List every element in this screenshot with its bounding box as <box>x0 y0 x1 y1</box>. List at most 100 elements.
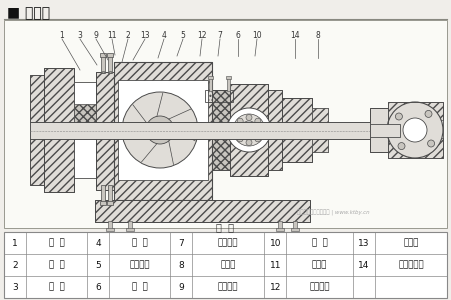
Bar <box>4 20 447 228</box>
Bar <box>30 122 370 139</box>
Text: 7: 7 <box>217 32 222 40</box>
Text: 图  一: 图 一 <box>216 222 234 232</box>
Bar <box>30 75 44 185</box>
Bar <box>30 75 44 185</box>
Bar <box>95 200 310 222</box>
Text: 11: 11 <box>107 32 117 40</box>
Bar <box>100 201 106 205</box>
Bar <box>100 53 106 57</box>
Text: 10: 10 <box>270 238 281 247</box>
Bar <box>107 53 113 57</box>
Bar <box>282 98 312 162</box>
Bar <box>212 90 230 170</box>
Bar <box>96 72 114 190</box>
Bar <box>208 76 213 79</box>
Bar <box>108 185 112 203</box>
Text: 联轴器: 联轴器 <box>221 260 236 269</box>
Circle shape <box>258 127 264 133</box>
Circle shape <box>255 118 261 124</box>
Text: 填  料: 填 料 <box>132 238 147 247</box>
Circle shape <box>387 102 443 158</box>
Bar <box>74 82 96 178</box>
Text: 8: 8 <box>178 260 184 269</box>
Bar <box>114 62 212 200</box>
Bar <box>101 55 105 73</box>
Bar <box>388 102 443 158</box>
Text: 1: 1 <box>60 32 64 40</box>
Text: 8: 8 <box>316 32 320 40</box>
Text: 叶轮平键: 叶轮平键 <box>218 283 239 292</box>
Circle shape <box>227 108 271 152</box>
Text: 联轴器平键: 联轴器平键 <box>398 260 424 269</box>
Text: 轴承压盖: 轴承压盖 <box>309 283 330 292</box>
Bar <box>278 221 282 229</box>
Bar <box>205 90 233 102</box>
Bar <box>226 76 231 79</box>
Bar <box>291 228 299 231</box>
Bar <box>114 62 212 200</box>
Bar <box>293 221 297 229</box>
Text: 6: 6 <box>235 32 240 40</box>
Text: 2: 2 <box>126 32 130 40</box>
Circle shape <box>403 118 427 142</box>
Text: 3: 3 <box>12 283 18 292</box>
Bar <box>268 90 282 170</box>
Text: 10: 10 <box>252 32 262 40</box>
Text: 5: 5 <box>95 260 101 269</box>
Text: 12: 12 <box>270 283 281 292</box>
Bar <box>370 124 400 137</box>
Circle shape <box>240 121 258 139</box>
Text: 4: 4 <box>95 238 101 247</box>
Circle shape <box>398 142 405 150</box>
Text: 叶  轮: 叶 轮 <box>49 283 64 292</box>
Text: 填料环: 填料环 <box>312 260 327 269</box>
Text: 泵  体: 泵 体 <box>49 260 64 269</box>
Bar <box>230 84 268 176</box>
Text: 泵  轴: 泵 轴 <box>312 238 327 247</box>
Text: 12: 12 <box>197 32 207 40</box>
Bar <box>212 90 230 170</box>
Text: 4: 4 <box>161 32 166 40</box>
Circle shape <box>246 115 252 121</box>
Circle shape <box>237 136 243 142</box>
Bar <box>106 228 114 231</box>
Bar <box>268 90 282 170</box>
Text: 11: 11 <box>270 260 281 269</box>
Bar <box>44 68 74 192</box>
Text: 7: 7 <box>178 238 184 247</box>
Text: 5: 5 <box>180 32 185 40</box>
Bar <box>107 201 113 205</box>
Bar <box>108 55 112 73</box>
Text: 9: 9 <box>93 32 98 40</box>
Circle shape <box>255 136 261 142</box>
Text: 2: 2 <box>12 260 18 269</box>
Bar <box>102 71 104 73</box>
Text: 填料压盖: 填料压盖 <box>129 260 150 269</box>
Bar <box>128 221 132 229</box>
Text: 14: 14 <box>358 260 370 269</box>
Bar <box>118 80 208 180</box>
Bar <box>276 228 284 231</box>
Text: 泵  盖: 泵 盖 <box>49 238 64 247</box>
Bar <box>227 78 230 91</box>
Circle shape <box>146 116 174 144</box>
Bar <box>388 138 443 158</box>
Text: 14: 14 <box>290 32 300 40</box>
Bar <box>95 200 310 222</box>
Text: 13: 13 <box>140 32 150 40</box>
Circle shape <box>233 114 265 146</box>
Bar <box>44 68 74 192</box>
Text: 上海开太泵业有限公司 | www.ktby.cn: 上海开太泵业有限公司 | www.ktby.cn <box>297 210 370 216</box>
Bar <box>370 108 398 152</box>
Bar <box>108 221 112 229</box>
Bar <box>209 78 212 91</box>
Bar <box>282 98 312 162</box>
Bar <box>126 228 134 231</box>
Circle shape <box>396 113 402 120</box>
Text: 3: 3 <box>78 32 83 40</box>
Circle shape <box>425 110 432 117</box>
Circle shape <box>237 118 243 124</box>
Bar <box>388 102 443 120</box>
Text: 法兰盘: 法兰盘 <box>403 238 419 247</box>
Text: 滚珠轴承: 滚珠轴承 <box>218 238 239 247</box>
